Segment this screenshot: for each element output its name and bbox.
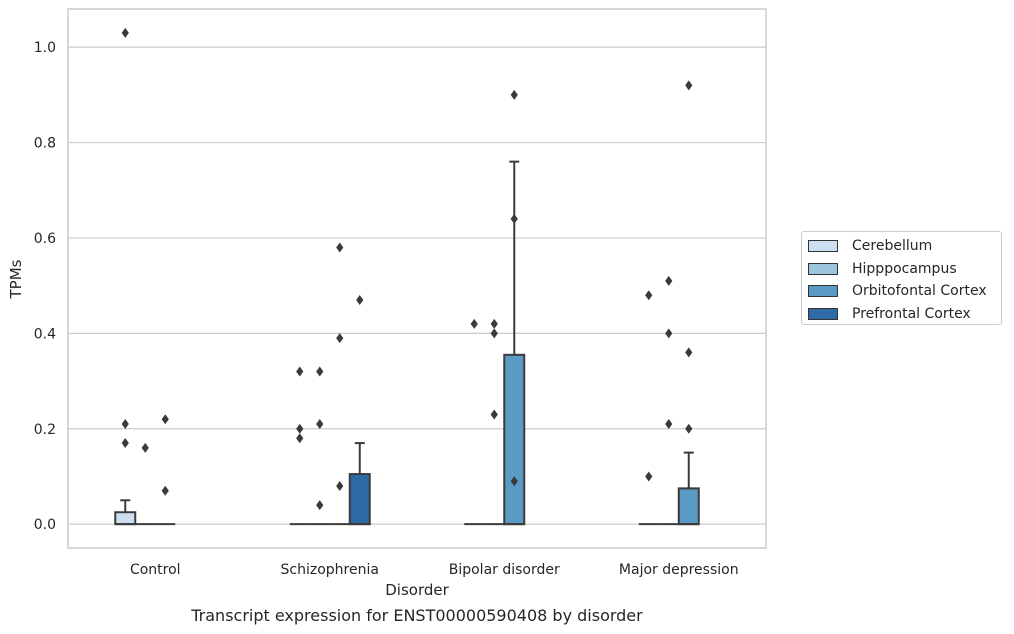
box-body [348, 473, 371, 526]
outlier-point [296, 366, 304, 377]
legend-swatch [808, 262, 838, 275]
legend-item-orbitofontal-cortex: Orbitofontal Cortex [808, 280, 1001, 303]
legend-swatch [808, 240, 838, 253]
box-cerebellum-bipolar-disorder [464, 318, 485, 526]
outlier-point [316, 500, 324, 511]
outlier-point [296, 423, 304, 434]
x-tick-label: Schizophrenia [281, 562, 379, 578]
y-axis-ticks: 0.0 0.2 0.4 0.6 0.8 1.0 [34, 40, 56, 533]
outlier-point [510, 476, 518, 487]
outlier-point [665, 275, 673, 286]
legend-item-prefrontal-cortex: Prefrontal Cortex [808, 303, 1001, 326]
box-hipppocampus-control [135, 442, 156, 526]
outlier-point [336, 480, 344, 491]
outlier-point [685, 347, 693, 358]
y-tick-label: 0.0 [34, 517, 56, 533]
outlier-point [645, 290, 653, 301]
outlier-point [510, 213, 518, 224]
outlier-point [296, 433, 304, 444]
box-hipppocampus-major-depression [658, 275, 679, 526]
box-orbitofontal-cortex-major-depression [677, 80, 700, 526]
outlier-point [510, 89, 518, 100]
figure-caption: Transcript expression for ENST0000059040… [191, 606, 643, 625]
box-orbitofontal-cortex-control [155, 414, 176, 526]
outlier-point [645, 471, 653, 482]
outlier-point [316, 418, 324, 429]
y-tick-label: 0.8 [34, 136, 56, 152]
box-prefrontal-cortex-schizophrenia [348, 294, 371, 526]
outlier-point [665, 328, 673, 339]
outlier-point [161, 485, 169, 496]
outlier-point [490, 328, 498, 339]
box-body [114, 511, 137, 526]
outlier-point [141, 442, 149, 453]
box-orbitofontal-cortex-schizophrenia [329, 242, 350, 526]
outlier-point [121, 27, 129, 38]
legend-label: Hipppocampus [852, 260, 957, 277]
outlier-point [470, 318, 478, 329]
y-tick-label: 0.6 [34, 231, 56, 247]
y-tick-label: 0.2 [34, 422, 56, 438]
legend-label: Orbitofontal Cortex [852, 283, 987, 300]
outlier-point [121, 438, 129, 449]
outlier-point [356, 294, 364, 305]
legend-item-cerebellum: Cerebellum [808, 235, 1001, 258]
legend: Cerebellum Hipppocampus Orbitofontal Corte… [801, 231, 1002, 325]
outlier-point [161, 414, 169, 425]
box-cerebellum-major-depression [638, 290, 659, 526]
x-tick-label: Major depression [619, 562, 739, 578]
outlier-point [665, 418, 673, 429]
x-tick-label: Control [130, 562, 181, 578]
y-axis-title: TPMs [7, 259, 25, 299]
plot-frame [67, 8, 767, 549]
box-cerebellum-schizophrenia [289, 366, 310, 526]
box-orbitofontal-cortex-bipolar-disorder [503, 89, 526, 526]
gridlines [68, 46, 766, 525]
outlier-point [685, 80, 693, 91]
box-hipppocampus-schizophrenia [309, 366, 330, 526]
y-tick-label: 0.4 [34, 326, 56, 342]
box-plot-boxes [114, 27, 700, 526]
legend-label: Cerebellum [852, 238, 933, 255]
outlier-point [336, 242, 344, 253]
outlier-point [685, 423, 693, 434]
x-axis-title: Disorder [385, 581, 449, 599]
outlier-point [336, 333, 344, 344]
y-tick-label: 1.0 [34, 40, 56, 56]
legend-label: Prefrontal Cortex [852, 305, 971, 322]
legend-swatch [808, 307, 838, 320]
outlier-point [490, 318, 498, 329]
box-body [677, 487, 700, 526]
outlier-point [121, 418, 129, 429]
legend-swatch [808, 285, 838, 298]
box-body [503, 353, 526, 526]
legend-item-hipppocampus: Hipppocampus [808, 258, 1001, 281]
box-hipppocampus-bipolar-disorder [484, 318, 505, 526]
x-axis-ticks: Control Schizophrenia Bipolar disorder Majo… [130, 562, 739, 578]
outlier-point [316, 366, 324, 377]
outlier-point [490, 409, 498, 420]
box-cerebellum-control [114, 27, 137, 526]
x-tick-label: Bipolar disorder [449, 562, 560, 578]
